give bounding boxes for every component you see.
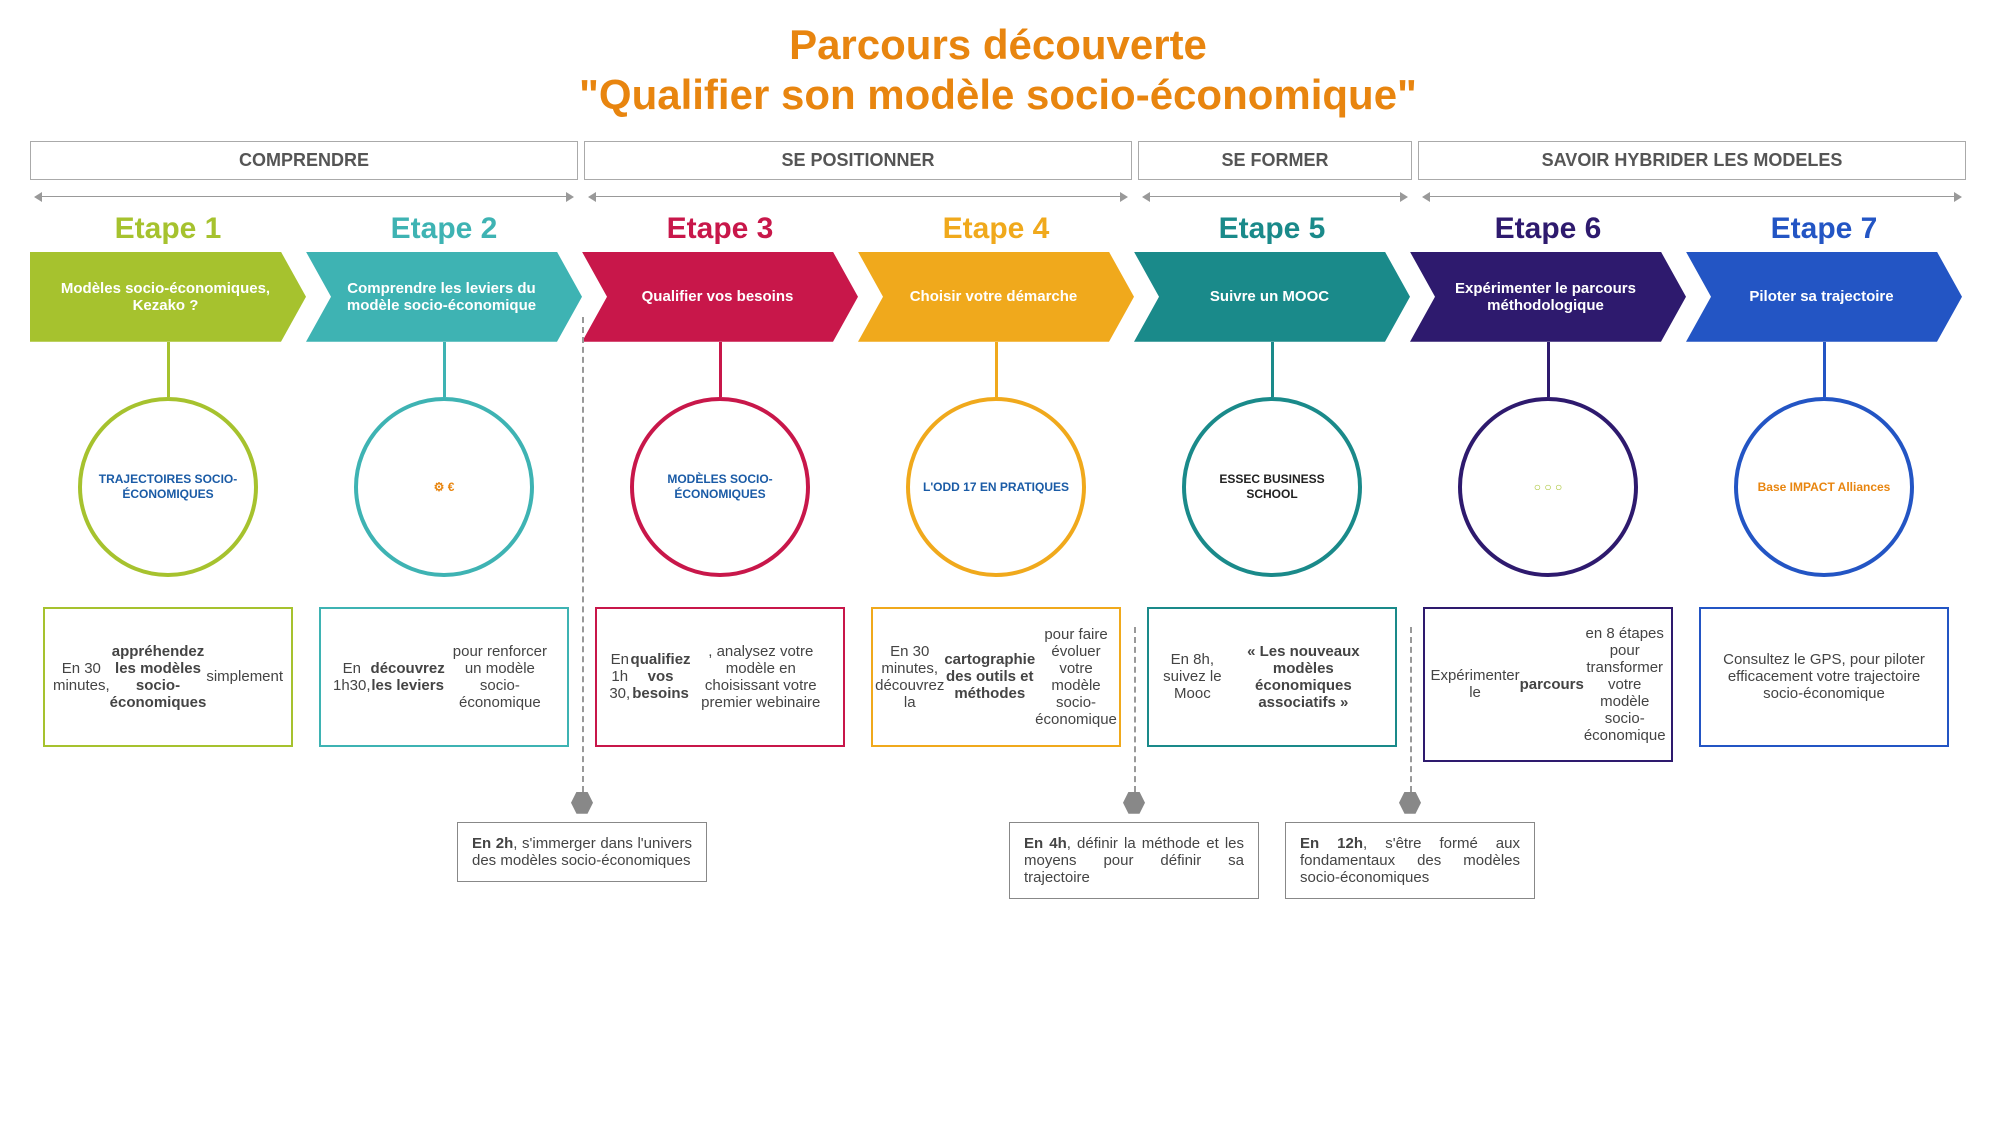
connector-line	[1547, 342, 1550, 397]
category-label: SE POSITIONNER	[584, 141, 1132, 180]
step-label: Etape 1	[115, 212, 222, 246]
step-column: Etape 4 Choisir votre démarche L'ODD 17 EN…	[858, 212, 1134, 762]
milestones-row: En 2h, s'immerger dans l'univers des mod…	[30, 792, 1966, 952]
step-description: En 1h30, découvrez les leviers pour renf…	[319, 607, 569, 747]
step-column: Etape 1 Modèles socio-économiques, Kezako…	[30, 212, 306, 762]
step-description: En 1h 30, qualifiez vos besoins, analyse…	[595, 607, 845, 747]
connector-line	[1823, 342, 1826, 397]
step-circle-icon: ESSEC BUSINESS SCHOOL	[1182, 397, 1362, 577]
double-arrow-icon	[1138, 190, 1412, 204]
title-line2: "Qualifier son modèle socio-économique"	[579, 71, 1417, 118]
step-description: Expérimenter le parcours en 8 étapes pou…	[1423, 607, 1673, 762]
category-label: COMPRENDRE	[30, 141, 578, 180]
circle-icon-label: ○ ○ ○	[1534, 480, 1562, 494]
milestone: En 12h, s'être formé aux fondamentaux de…	[1285, 792, 1535, 899]
step-column: Etape 3 Qualifier vos besoins MODÈLES SOCI…	[582, 212, 858, 762]
milestone: En 2h, s'immerger dans l'univers des mod…	[457, 792, 707, 882]
hexagon-icon	[571, 792, 593, 814]
step-label: Etape 6	[1495, 212, 1602, 246]
milestone-dash-line	[1410, 627, 1412, 792]
milestone-dash-line	[1134, 627, 1136, 792]
chevron-text: Qualifier vos besoins	[642, 288, 794, 305]
chevron-arrow: Expérimenter le parcours méthodologique	[1410, 252, 1686, 342]
step-description: Consultez le GPS, pour piloter efficacem…	[1699, 607, 1949, 747]
chevron-text: Piloter sa trajectoire	[1749, 288, 1893, 305]
category-row: COMPRENDRESE POSITIONNERSE FORMERSAVOIR …	[30, 141, 1966, 180]
connector-line	[167, 342, 170, 397]
chevron-arrow: Modèles socio-économiques, Kezako ?	[30, 252, 306, 342]
category-label: SAVOIR HYBRIDER LES MODELES	[1418, 141, 1966, 180]
circle-icon-label: L'ODD 17 EN PRATIQUES	[923, 480, 1069, 494]
step-label: Etape 7	[1771, 212, 1878, 246]
step-circle-icon: ⚙ €	[354, 397, 534, 577]
step-column: Etape 6 Expérimenter le parcours méthodol…	[1410, 212, 1686, 762]
category-arrows	[30, 190, 1966, 204]
chevron-text: Expérimenter le parcours méthodologique	[1440, 280, 1651, 314]
chevron-text: Choisir votre démarche	[910, 288, 1078, 305]
step-circle-icon: TRAJECTOIRES SOCIO-ÉCONOMIQUES	[78, 397, 258, 577]
hexagon-icon	[1399, 792, 1421, 814]
circle-icon-label: TRAJECTOIRES SOCIO-ÉCONOMIQUES	[94, 472, 242, 501]
double-arrow-icon	[584, 190, 1132, 204]
connector-line	[1271, 342, 1274, 397]
title-line1: Parcours découverte	[789, 21, 1207, 68]
circle-icon-label: Base IMPACT Alliances	[1758, 480, 1891, 494]
milestone-dash-line	[582, 317, 584, 792]
step-circle-icon: MODÈLES SOCIO-ÉCONOMIQUES	[630, 397, 810, 577]
step-circle-icon: Base IMPACT Alliances	[1734, 397, 1914, 577]
chevron-arrow: Suivre un MOOC	[1134, 252, 1410, 342]
step-circle-icon: L'ODD 17 EN PRATIQUES	[906, 397, 1086, 577]
circle-icon-label: ESSEC BUSINESS SCHOOL	[1198, 472, 1346, 501]
step-label: Etape 3	[667, 212, 774, 246]
connector-line	[443, 342, 446, 397]
step-description: En 30 minutes, découvrez la cartographie…	[871, 607, 1121, 747]
step-column: Etape 7 Piloter sa trajectoire Base IMPACT…	[1686, 212, 1962, 762]
circle-icon-label: ⚙ €	[434, 480, 455, 494]
steps-row: Etape 1 Modèles socio-économiques, Kezako…	[30, 212, 1966, 762]
step-column: Etape 5 Suivre un MOOC ESSEC BUSINESS SCHO…	[1134, 212, 1410, 762]
double-arrow-icon	[1418, 190, 1966, 204]
chevron-text: Comprendre les leviers du modèle socio-é…	[336, 280, 547, 314]
step-column: Etape 2 Comprendre les leviers du modèle …	[306, 212, 582, 762]
chevron-text: Modèles socio-économiques, Kezako ?	[60, 280, 271, 314]
milestone-text: En 12h, s'être formé aux fondamentaux de…	[1285, 822, 1535, 899]
step-label: Etape 4	[943, 212, 1050, 246]
step-circle-icon: ○ ○ ○	[1458, 397, 1638, 577]
connector-line	[995, 342, 998, 397]
step-description: En 30 minutes, appréhendez les modèles s…	[43, 607, 293, 747]
chevron-arrow: Choisir votre démarche	[858, 252, 1134, 342]
page-title: Parcours découverte "Qualifier son modèl…	[30, 20, 1966, 121]
step-label: Etape 2	[391, 212, 498, 246]
hexagon-icon	[1123, 792, 1145, 814]
circle-icon-label: MODÈLES SOCIO-ÉCONOMIQUES	[646, 472, 794, 501]
step-label: Etape 5	[1219, 212, 1326, 246]
double-arrow-icon	[30, 190, 578, 204]
milestone: En 4h, définir la méthode et les moyens …	[1009, 792, 1259, 899]
milestone-text: En 4h, définir la méthode et les moyens …	[1009, 822, 1259, 899]
milestone-text: En 2h, s'immerger dans l'univers des mod…	[457, 822, 707, 882]
connector-line	[719, 342, 722, 397]
category-label: SE FORMER	[1138, 141, 1412, 180]
chevron-arrow: Comprendre les leviers du modèle socio-é…	[306, 252, 582, 342]
chevron-text: Suivre un MOOC	[1210, 288, 1329, 305]
chevron-arrow: Piloter sa trajectoire	[1686, 252, 1962, 342]
step-description: En 8h, suivez le Mooc « Les nouveaux mod…	[1147, 607, 1397, 747]
chevron-arrow: Qualifier vos besoins	[582, 252, 858, 342]
